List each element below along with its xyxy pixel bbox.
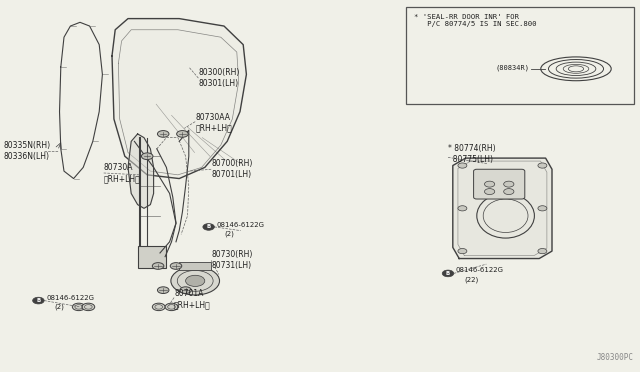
Text: 08146-6122G: 08146-6122G — [456, 267, 504, 273]
Circle shape — [157, 287, 169, 294]
Circle shape — [82, 303, 95, 311]
Text: (2): (2) — [54, 303, 64, 310]
Circle shape — [141, 153, 153, 160]
Circle shape — [504, 181, 514, 187]
Circle shape — [458, 206, 467, 211]
Circle shape — [442, 270, 454, 277]
Text: (22): (22) — [464, 277, 478, 283]
Circle shape — [180, 287, 191, 294]
Circle shape — [504, 189, 514, 195]
Text: 80730AA
〈RH+LH〉: 80730AA 〈RH+LH〉 — [195, 113, 232, 133]
Circle shape — [538, 248, 547, 254]
Text: (2): (2) — [225, 230, 234, 237]
Circle shape — [177, 131, 188, 137]
Circle shape — [152, 263, 164, 269]
FancyBboxPatch shape — [406, 7, 634, 104]
Circle shape — [484, 189, 495, 195]
Text: 80300(RH)
80301(LH): 80300(RH) 80301(LH) — [198, 68, 240, 88]
Text: * 80774(RH)
  80775(LH): * 80774(RH) 80775(LH) — [448, 144, 495, 164]
FancyBboxPatch shape — [179, 262, 211, 270]
Circle shape — [538, 163, 547, 168]
Text: 80335N(RH)
80336N(LH): 80335N(RH) 80336N(LH) — [3, 141, 51, 161]
Circle shape — [458, 163, 467, 168]
Text: 80701A
〈RH+LH〉: 80701A 〈RH+LH〉 — [174, 289, 211, 310]
Circle shape — [165, 303, 178, 311]
FancyBboxPatch shape — [474, 169, 525, 199]
Text: 80700(RH)
80701(LH): 80700(RH) 80701(LH) — [211, 159, 253, 179]
Circle shape — [203, 224, 214, 230]
Text: 80730A
〈RH+LH〉: 80730A 〈RH+LH〉 — [104, 163, 140, 183]
Text: 80730(RH)
80731(LH): 80730(RH) 80731(LH) — [211, 250, 253, 270]
Circle shape — [152, 303, 165, 311]
Polygon shape — [112, 19, 246, 179]
Polygon shape — [453, 158, 552, 259]
Text: 08146-6122G: 08146-6122G — [216, 222, 264, 228]
Circle shape — [33, 297, 44, 304]
Text: B: B — [36, 298, 40, 303]
Text: * 'SEAL-RR DOOR INR' FOR
   P/C 80774/5 IS IN SEC.800: * 'SEAL-RR DOOR INR' FOR P/C 80774/5 IS … — [414, 14, 536, 27]
Circle shape — [538, 206, 547, 211]
FancyBboxPatch shape — [138, 246, 166, 268]
Circle shape — [170, 263, 182, 269]
Text: B: B — [207, 224, 211, 230]
Circle shape — [458, 248, 467, 254]
Text: J80300PC: J80300PC — [596, 353, 634, 362]
Text: (80834R): (80834R) — [496, 64, 530, 71]
Circle shape — [171, 267, 220, 295]
Polygon shape — [128, 134, 154, 208]
Text: B: B — [446, 271, 450, 276]
Circle shape — [186, 275, 205, 286]
Circle shape — [72, 303, 85, 311]
Circle shape — [484, 181, 495, 187]
Circle shape — [157, 131, 169, 137]
Text: 08146-6122G: 08146-6122G — [46, 295, 94, 301]
